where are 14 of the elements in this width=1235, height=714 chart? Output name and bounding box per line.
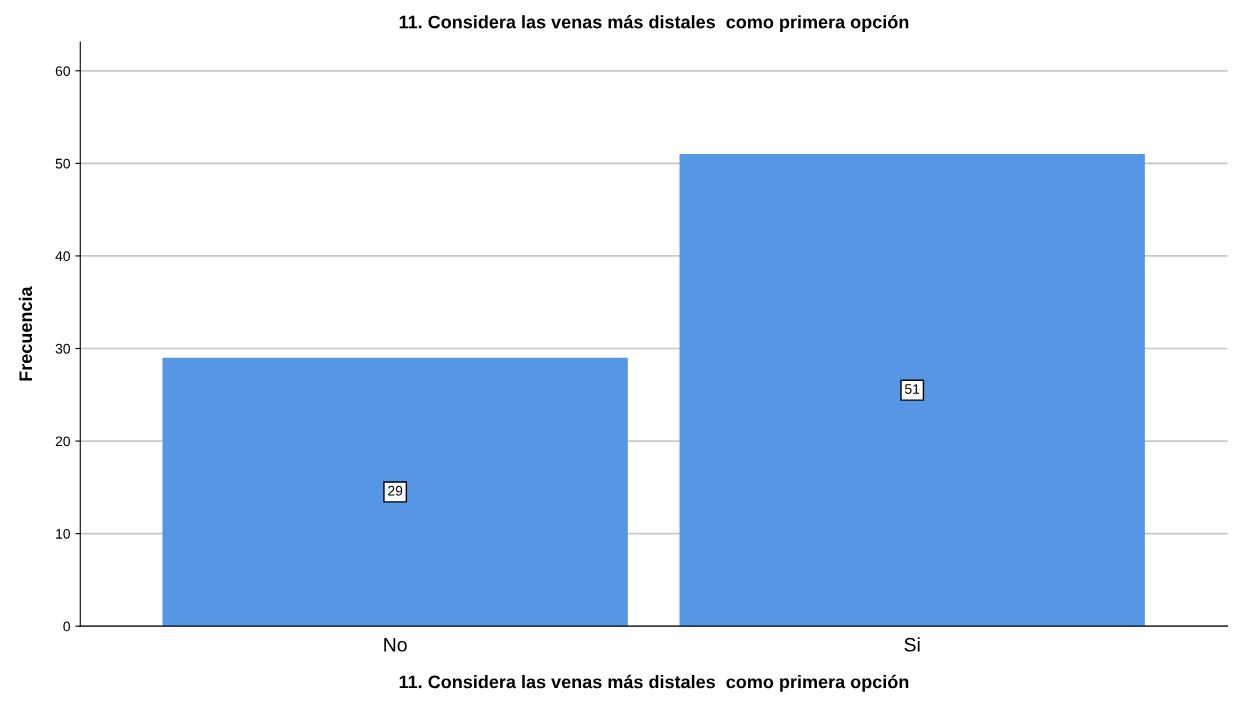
y-tick-label: 0 [63, 621, 71, 632]
y-tick-label: 10 [56, 528, 71, 539]
x-tick-label: Si [904, 637, 920, 652]
y-tick-label: 50 [55, 158, 71, 169]
y-axis-title: Frecuencia [18, 286, 33, 381]
x-axis-title: 11. Considera las venas más distales como primera opción [399, 674, 909, 692]
y-tick-label: 60 [55, 66, 71, 76]
y-tick-label: 20 [55, 436, 71, 447]
x-tick-label: No [384, 638, 407, 652]
chart-title: 11. Considera las venas más distales como primera opción [399, 14, 909, 32]
y-tick-label: 40 [55, 251, 71, 262]
y-tick-label: 30 [55, 343, 71, 354]
data-label: 29 [388, 485, 403, 496]
data-label: 51 [905, 384, 920, 394]
